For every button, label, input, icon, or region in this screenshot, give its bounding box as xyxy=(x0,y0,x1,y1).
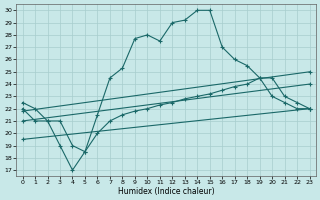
X-axis label: Humidex (Indice chaleur): Humidex (Indice chaleur) xyxy=(118,187,214,196)
